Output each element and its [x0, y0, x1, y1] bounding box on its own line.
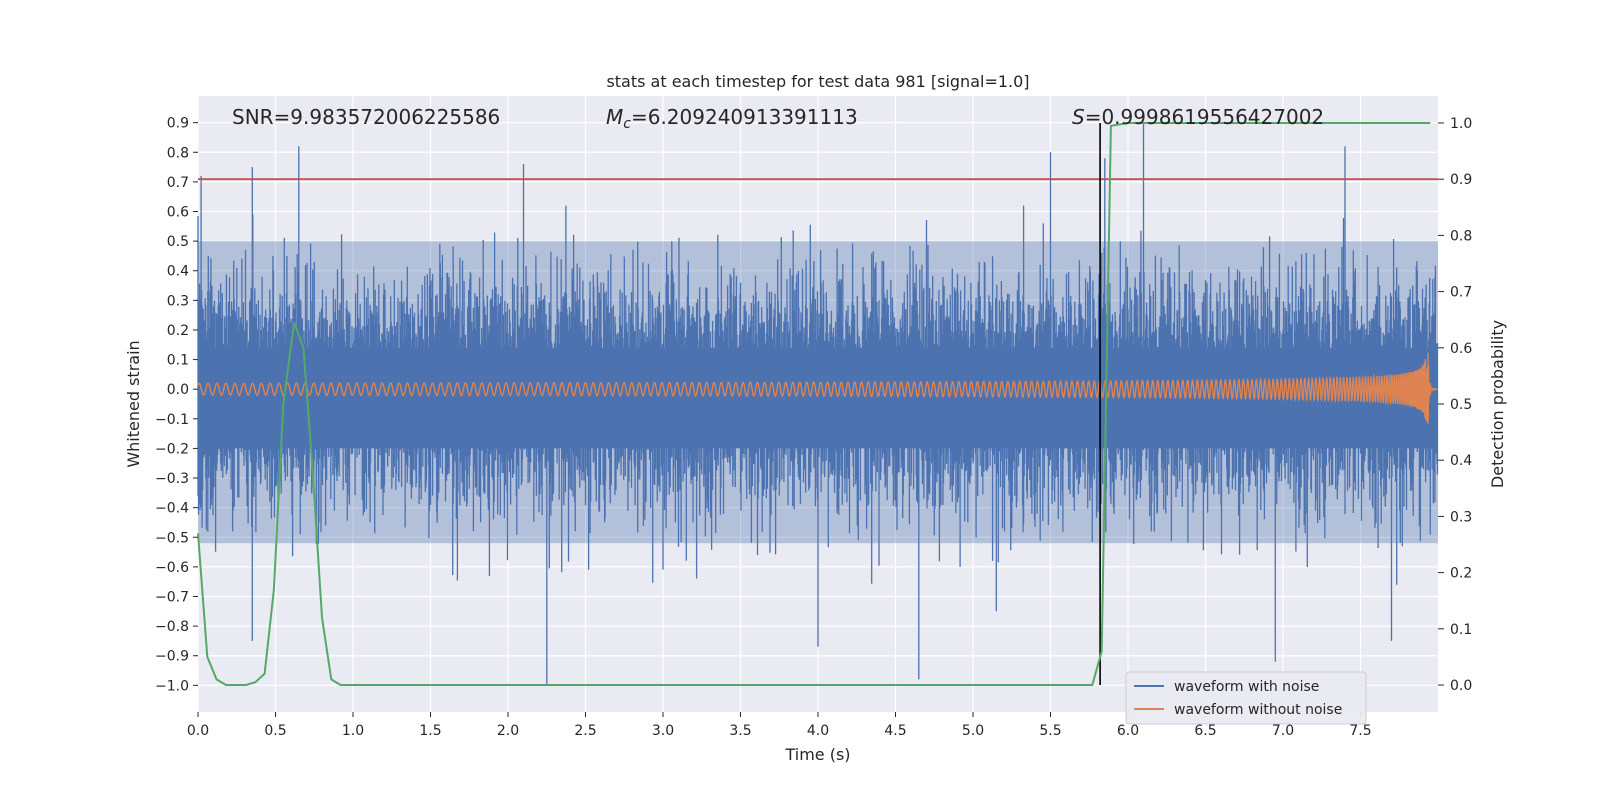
x-tick-label-11: 5.5	[1039, 723, 1061, 739]
y-tick-label-10: −0.1	[155, 412, 189, 428]
legend-box	[1125, 671, 1367, 725]
y2-axis-ticks: 1.0 0.9 0.8 0.7 0.6 0.5 0.4 0.3 0.2 0.1 0.0	[1438, 116, 1472, 694]
x-tick-label-3: 1.5	[419, 723, 441, 739]
x-tick-label-12: 6.0	[1117, 723, 1139, 739]
legend: waveform with noise waveform without noi…	[1125, 671, 1367, 725]
y-tick-label-14: −0.5	[155, 530, 189, 546]
y2-tick-label-6: 0.4	[1450, 453, 1472, 469]
y-tick-label-2: 0.7	[167, 175, 189, 191]
y2-tick-label-3: 0.7	[1450, 285, 1472, 301]
y-tick-label-5: 0.4	[167, 264, 189, 280]
x-tick-label-4: 2.0	[497, 723, 519, 739]
y-tick-label-19: −1.0	[155, 678, 189, 694]
score-annotation: S=0.9998619556427002	[1072, 105, 1324, 129]
y2-tick-label-10: 0.0	[1450, 678, 1472, 694]
score-symbol: S	[1072, 105, 1085, 129]
detection-probability-series	[197, 122, 1431, 686]
y2-tick-label-9: 0.1	[1450, 622, 1472, 638]
chirp-mass-subscript: c	[623, 116, 631, 132]
y-tick-label-18: −0.9	[155, 649, 189, 665]
x-axis-label: Time (s)	[784, 745, 850, 764]
y-tick-label-13: −0.4	[155, 501, 189, 517]
x-tick-label-9: 4.5	[884, 723, 906, 739]
chirp-mass-annotation: Mc=6.209240913391113	[606, 105, 858, 132]
x-tick-label-15: 7.5	[1349, 723, 1371, 739]
x-tick-label-6: 3.0	[652, 723, 674, 739]
x-tick-label-2: 1.0	[342, 723, 364, 739]
x-tick-label-8: 4.0	[807, 723, 829, 739]
x-tick-label-7: 3.5	[729, 723, 751, 739]
y-tick-label-0: 0.9	[167, 116, 189, 132]
y2-tick-label-0: 1.0	[1450, 116, 1472, 132]
noisy-core-band	[198, 347, 1438, 449]
y2-tick-label-2: 0.8	[1450, 228, 1472, 244]
x-tick-label-0: 0.0	[187, 723, 209, 739]
y2-tick-label-7: 0.3	[1450, 509, 1472, 525]
chirp-mass-symbol: M	[606, 105, 623, 129]
y-tick-label-15: −0.6	[155, 560, 189, 576]
legend-label-clean: waveform without noise	[1174, 702, 1342, 718]
legend-label-noisy: waveform with noise	[1174, 679, 1319, 695]
y-tick-label-3: 0.6	[167, 205, 189, 221]
y-tick-label-4: 0.5	[167, 234, 189, 250]
y2-axis-label: Detection probability	[1488, 320, 1507, 488]
chirp-mass-value: =6.209240913391113	[631, 105, 858, 129]
y-axis-label: Whitened strain	[124, 340, 143, 467]
x-tick-label-14: 7.0	[1272, 723, 1294, 739]
y-tick-label-7: 0.2	[167, 323, 189, 339]
detection-probability-line	[197, 122, 1431, 686]
waveform-without-noise-series	[197, 352, 1439, 424]
y-tick-label-16: −0.7	[155, 590, 189, 606]
x-tick-label-1: 0.5	[264, 723, 286, 739]
y-tick-label-6: 0.3	[167, 293, 189, 309]
x-tick-label-10: 5.0	[962, 723, 984, 739]
score-value: =0.9998619556427002	[1085, 105, 1324, 129]
clean-waveform-line	[197, 352, 1439, 424]
x-tick-label-5: 2.5	[574, 723, 596, 739]
y-axis-ticks: 0.9 0.8 0.7 0.6 0.5 0.4 0.3 0.2 0.1 0.0 −0.1 −0.2 −0…	[155, 116, 198, 694]
y2-tick-label-5: 0.5	[1450, 397, 1472, 413]
y-tick-label-9: 0.0	[167, 382, 189, 398]
snr-annotation: SNR=9.983572006225586	[232, 105, 500, 129]
x-tick-label-13: 6.5	[1194, 723, 1216, 739]
y-tick-label-8: 0.1	[167, 353, 189, 369]
y-tick-label-17: −0.8	[155, 619, 189, 635]
y2-tick-label-1: 0.9	[1450, 172, 1472, 188]
y-tick-label-11: −0.2	[155, 441, 189, 457]
y-tick-label-12: −0.3	[155, 471, 189, 487]
y2-tick-label-8: 0.2	[1450, 566, 1472, 582]
chart-title: stats at each timestep for test data 981…	[606, 72, 1029, 91]
y-tick-label-1: 0.8	[167, 145, 189, 161]
x-axis-ticks: 0.0 0.5 1.0 1.5 2.0 2.5 3.0 3.5 4.0 4.5 5.0 5.5 6.0 6…	[187, 712, 1372, 739]
y2-tick-label-4: 0.6	[1450, 341, 1472, 357]
